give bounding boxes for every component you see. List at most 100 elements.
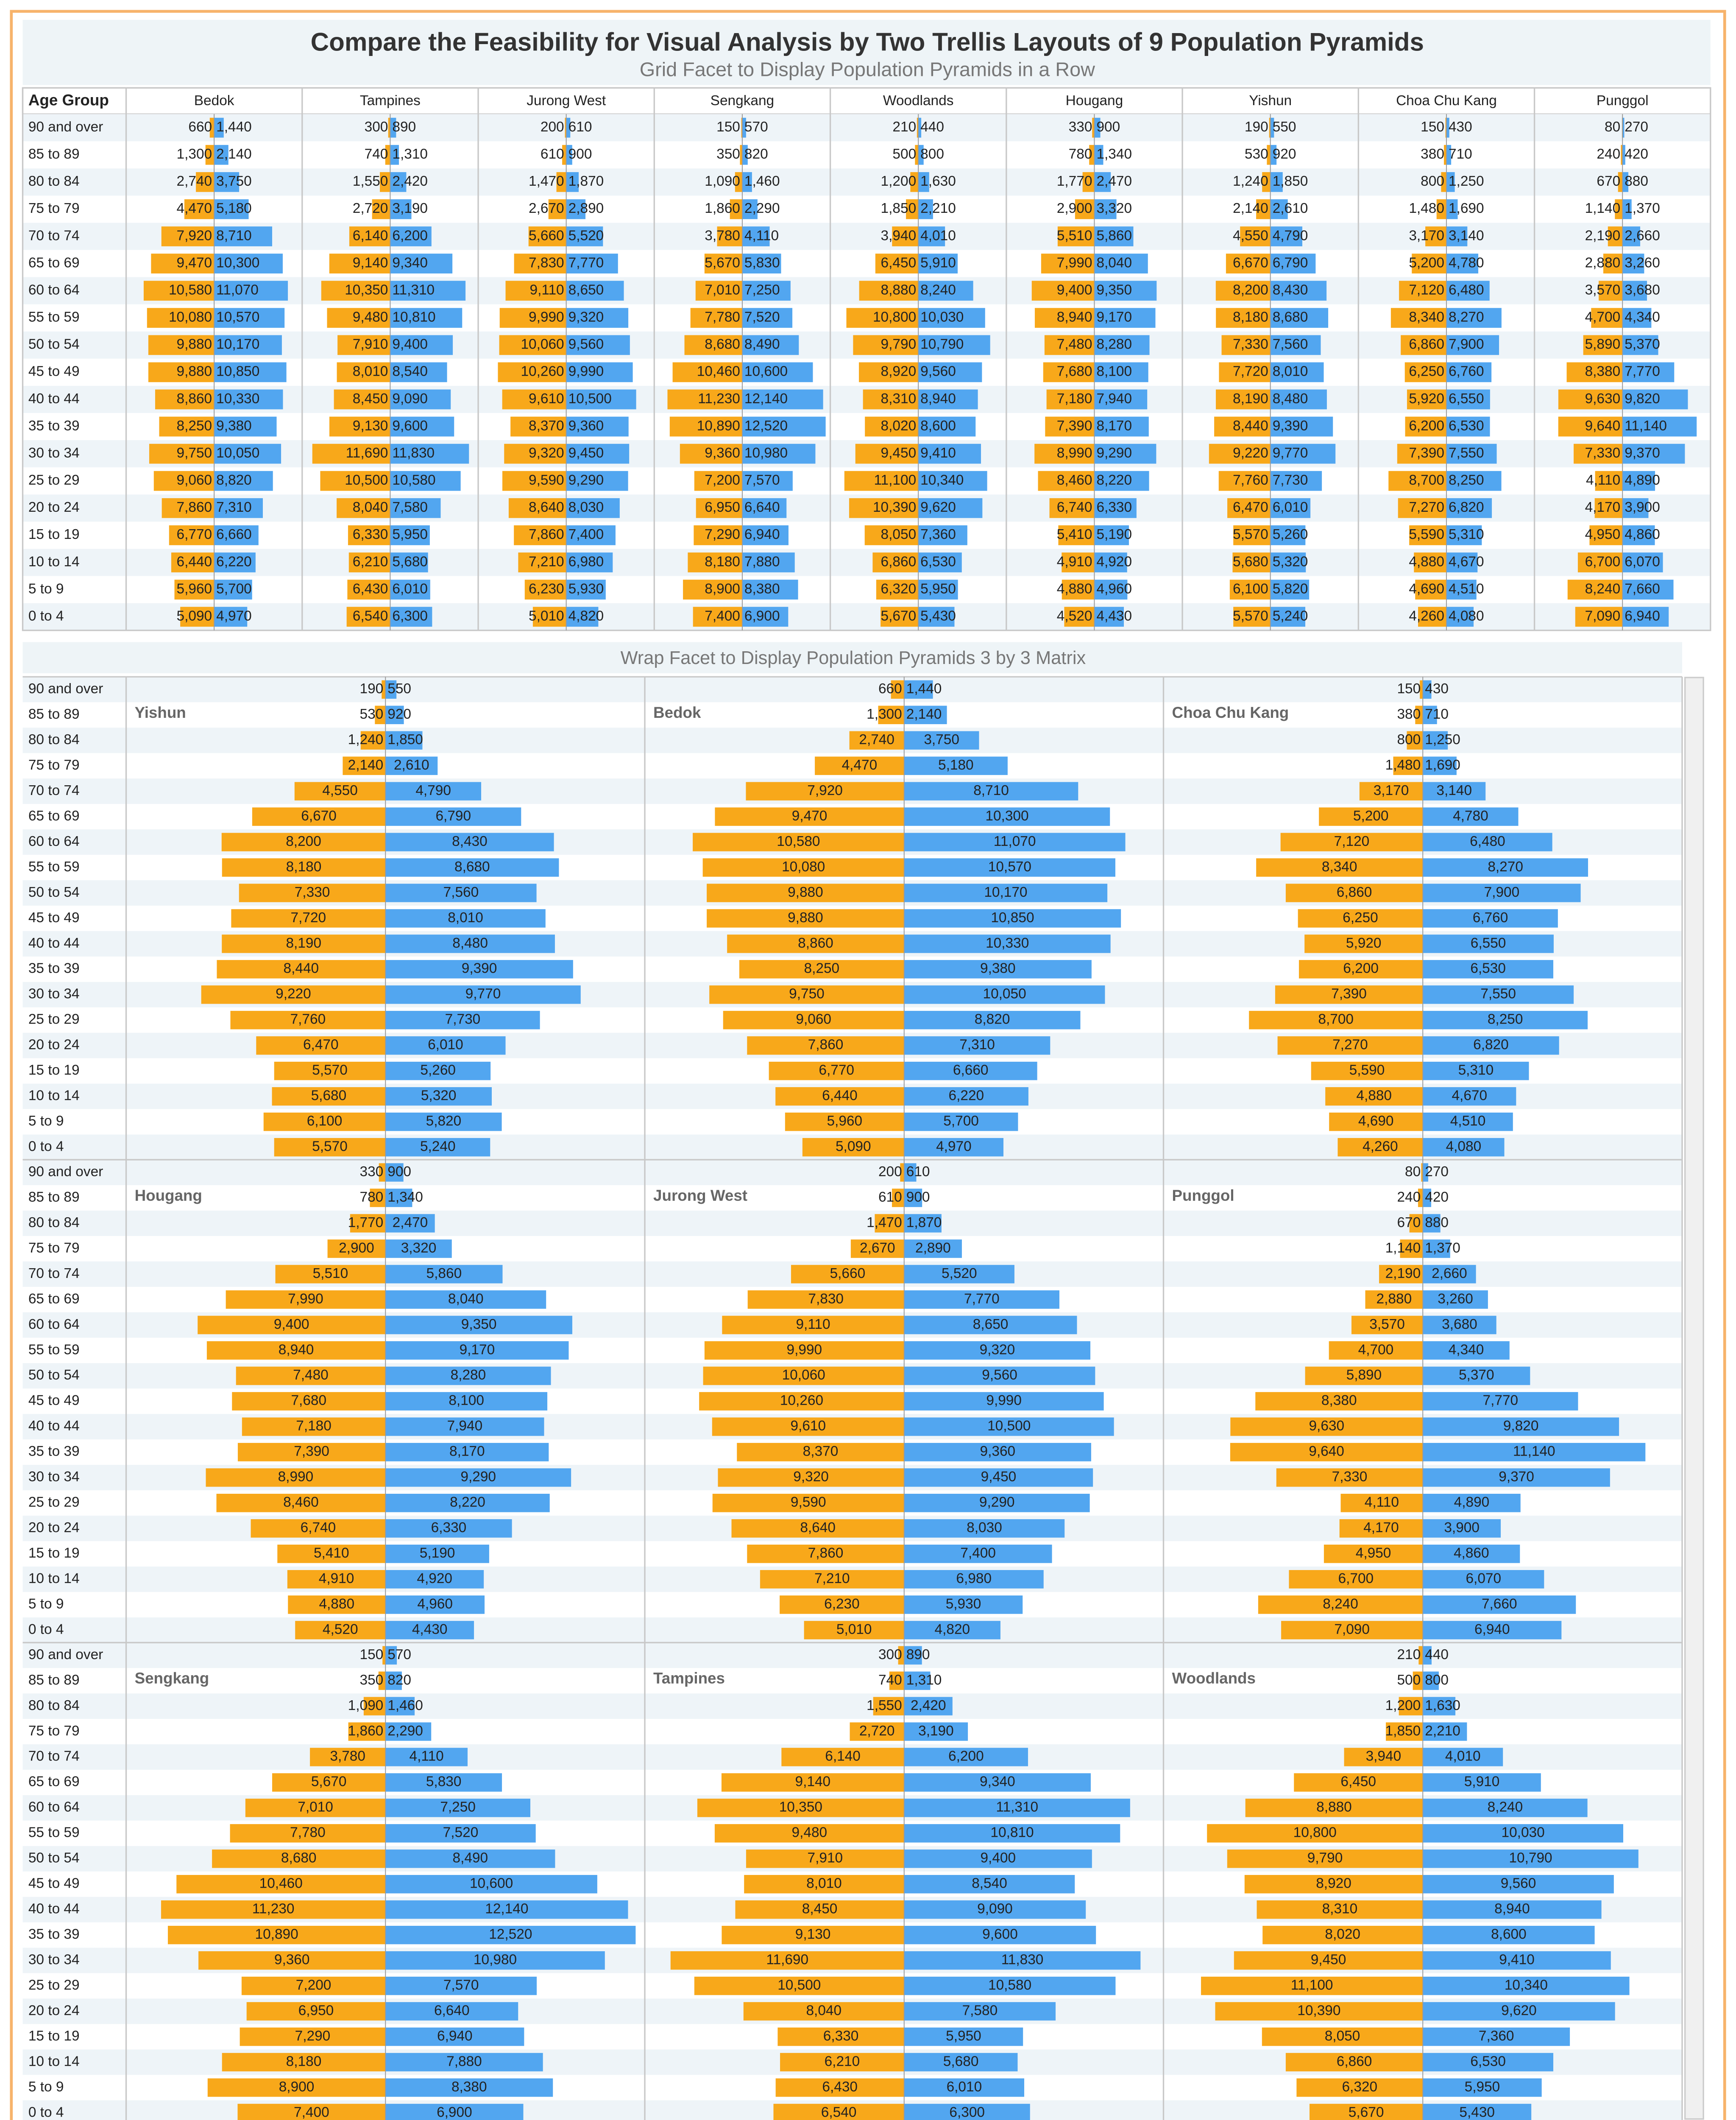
bar xyxy=(372,199,390,219)
value-label: 7,330 xyxy=(1585,445,1621,461)
value-label: 2,210 xyxy=(920,201,956,216)
bar xyxy=(1423,985,1574,1004)
bar xyxy=(918,281,973,301)
value-label: 8,600 xyxy=(920,418,956,434)
bar xyxy=(1269,117,1271,138)
value-label: 6,330 xyxy=(1096,499,1132,515)
value-label: 330 xyxy=(359,1164,383,1180)
panel-name: Woodlands xyxy=(883,93,954,109)
panel-name: Punggol xyxy=(1597,93,1649,109)
value-label: 7,250 xyxy=(440,1799,476,1815)
bar xyxy=(1446,389,1490,410)
bar xyxy=(891,680,904,699)
value-label: 1,200 xyxy=(881,173,917,189)
bar xyxy=(904,731,979,750)
bar xyxy=(196,172,215,192)
bar xyxy=(385,858,559,877)
value-label: 7,900 xyxy=(1449,337,1484,352)
value-label: 7,090 xyxy=(1585,608,1621,624)
bar xyxy=(214,580,252,600)
value-label: 710 xyxy=(1425,706,1449,722)
value-label: 9,560 xyxy=(982,1367,1017,1383)
value-label: 9,340 xyxy=(392,255,428,271)
bar xyxy=(390,335,453,355)
bar xyxy=(274,1138,386,1157)
value-label: 5,090 xyxy=(836,1139,871,1155)
bar xyxy=(1094,471,1149,491)
age-label: 40 to 44 xyxy=(28,935,80,951)
bar xyxy=(214,172,240,192)
value-label: 2,610 xyxy=(394,757,429,773)
value-label: 8,490 xyxy=(744,337,780,352)
value-label: 8,250 xyxy=(804,961,840,976)
value-label: 8,280 xyxy=(451,1367,486,1383)
bar xyxy=(349,226,390,246)
value-label: 7,660 xyxy=(1482,1596,1517,1612)
bar xyxy=(148,335,215,355)
bar xyxy=(1226,254,1271,273)
value-label: 6,940 xyxy=(1474,1621,1510,1637)
value-label: 5,960 xyxy=(177,581,212,597)
value-label: 6,770 xyxy=(819,1063,854,1078)
value-label: 3,170 xyxy=(1409,228,1444,243)
value-label: 570 xyxy=(387,1647,411,1663)
value-label: 9,590 xyxy=(791,1495,826,1510)
bar xyxy=(385,1214,435,1233)
bar xyxy=(385,1697,415,1716)
bar xyxy=(1270,145,1277,165)
value-label: 8,540 xyxy=(972,1876,1007,1891)
bar xyxy=(904,1824,1120,1843)
value-label: 6,820 xyxy=(1473,1037,1509,1053)
bar xyxy=(1221,335,1271,355)
value-label: 9,130 xyxy=(795,1927,831,1942)
value-label: 8,380 xyxy=(1321,1393,1357,1409)
bar xyxy=(704,1341,904,1360)
value-label: 4,670 xyxy=(1452,1088,1487,1104)
bar xyxy=(385,1417,544,1436)
bar xyxy=(566,552,613,572)
value-label: 8,860 xyxy=(177,391,212,407)
value-label: 5,570 xyxy=(312,1063,348,1078)
value-label: 6,940 xyxy=(744,527,780,542)
value-label: 6,470 xyxy=(303,1037,339,1053)
value-label: 8,540 xyxy=(392,364,428,379)
bar xyxy=(222,934,386,953)
bar xyxy=(723,1011,904,1029)
bar xyxy=(707,909,904,928)
bar xyxy=(1622,389,1688,410)
value-label: 10,460 xyxy=(259,1876,303,1891)
value-label: 610 xyxy=(568,119,592,135)
bar xyxy=(1258,1595,1423,1614)
value-label: 5,010 xyxy=(529,608,564,624)
bar xyxy=(712,1494,904,1512)
value-label: 6,230 xyxy=(824,1596,860,1612)
value-label: 8,240 xyxy=(1585,581,1621,597)
value-label: 3,140 xyxy=(1436,783,1472,798)
panel-name: Jurong West xyxy=(527,93,606,109)
bar xyxy=(385,934,555,953)
value-label: 10,390 xyxy=(873,499,916,515)
bar xyxy=(904,1849,1092,1868)
bar xyxy=(1622,226,1640,246)
bar xyxy=(709,985,904,1004)
value-label: 5,860 xyxy=(1096,228,1132,243)
value-label: 7,880 xyxy=(744,554,780,569)
bar xyxy=(1038,471,1095,491)
bar xyxy=(1094,117,1101,138)
bar xyxy=(327,308,390,328)
bar xyxy=(1262,2027,1423,2046)
value-label: 1,470 xyxy=(529,173,564,189)
value-label: 9,360 xyxy=(274,1952,310,1968)
value-label: 8,040 xyxy=(448,1291,484,1307)
bar xyxy=(1344,1748,1423,1766)
value-label: 8,680 xyxy=(281,1850,317,1866)
bar xyxy=(1045,416,1095,437)
value-label: 10,570 xyxy=(216,310,259,325)
panel-name: Tampines xyxy=(360,93,421,109)
bar xyxy=(385,833,554,851)
bar xyxy=(780,2053,904,2072)
value-label: 8,450 xyxy=(802,1901,838,1917)
value-label: 3,940 xyxy=(881,228,917,243)
value-label: 5,950 xyxy=(392,527,428,542)
age-label: 0 to 4 xyxy=(28,1139,64,1155)
